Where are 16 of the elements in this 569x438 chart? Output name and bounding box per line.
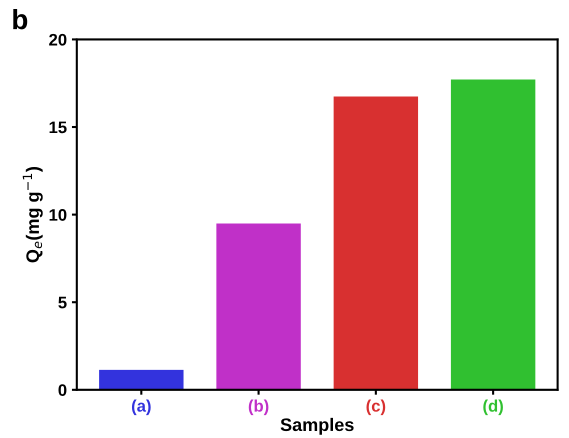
- bar: [216, 224, 301, 390]
- y-tick-label: 10: [50, 209, 66, 221]
- y-tick-label: 15: [50, 122, 67, 134]
- x-tick-label: (d): [483, 400, 503, 416]
- bar: [450, 80, 536, 390]
- x-axis-title: Samples: [280, 418, 354, 435]
- y-tick-label: 5: [58, 296, 67, 308]
- bar: [99, 370, 184, 390]
- bar: [334, 96, 418, 390]
- x-tick-label: (b): [248, 400, 268, 416]
- y-tick-label: 0: [58, 384, 66, 396]
- x-tick-label: (c): [366, 400, 386, 416]
- chart-title: b: [13, 8, 28, 30]
- y-axis-title: Q$_{e}$(mg g$^{−1}$): [22, 167, 43, 262]
- x-tick-label: (a): [132, 400, 151, 416]
- y-tick-label: 20: [49, 34, 66, 46]
